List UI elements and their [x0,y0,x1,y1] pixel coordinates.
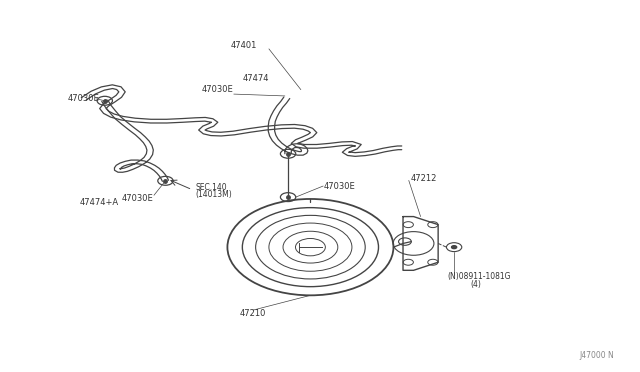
Circle shape [452,246,457,248]
Text: 47474: 47474 [243,74,269,83]
Text: 47030E: 47030E [122,195,154,203]
Text: 47474+A: 47474+A [80,198,119,207]
Text: (N)08911-1081G: (N)08911-1081G [448,272,511,281]
Text: SEC.140: SEC.140 [195,183,227,192]
Text: 47210: 47210 [240,310,266,318]
Text: 47401: 47401 [230,41,257,50]
Text: 47030E: 47030E [323,182,355,190]
Text: (4): (4) [470,280,481,289]
Text: 47030E: 47030E [68,94,99,103]
Text: (14013M): (14013M) [195,190,232,199]
Text: 47212: 47212 [411,174,437,183]
Text: J47000 N: J47000 N [579,351,614,360]
Text: 47030E: 47030E [202,85,234,94]
